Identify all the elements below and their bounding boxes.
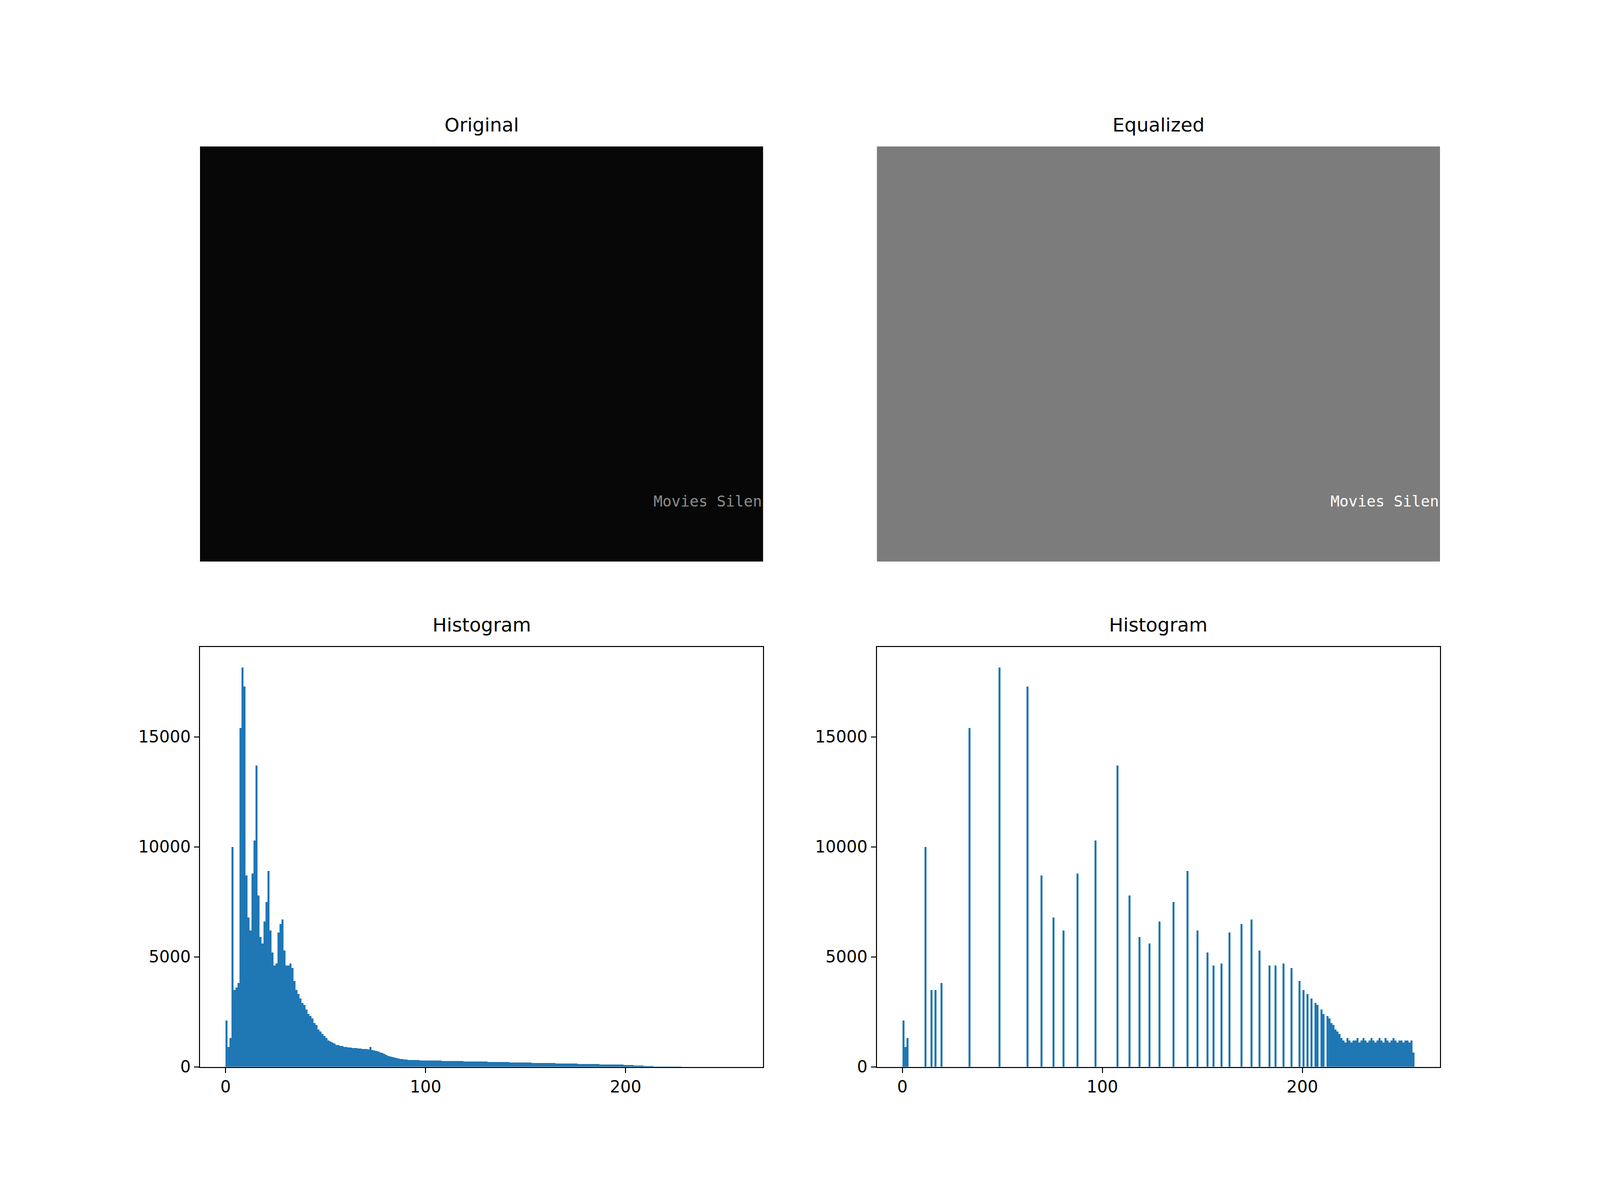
svg-text:Movies Silen: Movies Silen xyxy=(1330,492,1439,510)
svg-text:10000: 10000 xyxy=(138,837,191,857)
svg-text:200: 200 xyxy=(610,1077,642,1097)
svg-text:100: 100 xyxy=(410,1077,442,1097)
svg-text:0: 0 xyxy=(220,1077,231,1097)
svg-text:0: 0 xyxy=(857,1057,868,1077)
svg-text:15000: 15000 xyxy=(138,727,191,747)
svg-text:Histogram: Histogram xyxy=(432,614,531,636)
svg-text:Histogram: Histogram xyxy=(1109,614,1208,636)
svg-text:100: 100 xyxy=(1086,1077,1118,1097)
svg-text:5000: 5000 xyxy=(148,947,191,967)
svg-text:Original: Original xyxy=(444,114,519,136)
svg-text:200: 200 xyxy=(1286,1077,1318,1097)
svg-text:Movies Silen: Movies Silen xyxy=(653,492,762,510)
svg-text:Equalized: Equalized xyxy=(1112,114,1205,136)
svg-text:15000: 15000 xyxy=(815,727,868,747)
svg-text:10000: 10000 xyxy=(815,837,868,857)
svg-text:5000: 5000 xyxy=(825,947,868,967)
svg-text:0: 0 xyxy=(897,1077,908,1097)
svg-text:0: 0 xyxy=(180,1057,191,1077)
